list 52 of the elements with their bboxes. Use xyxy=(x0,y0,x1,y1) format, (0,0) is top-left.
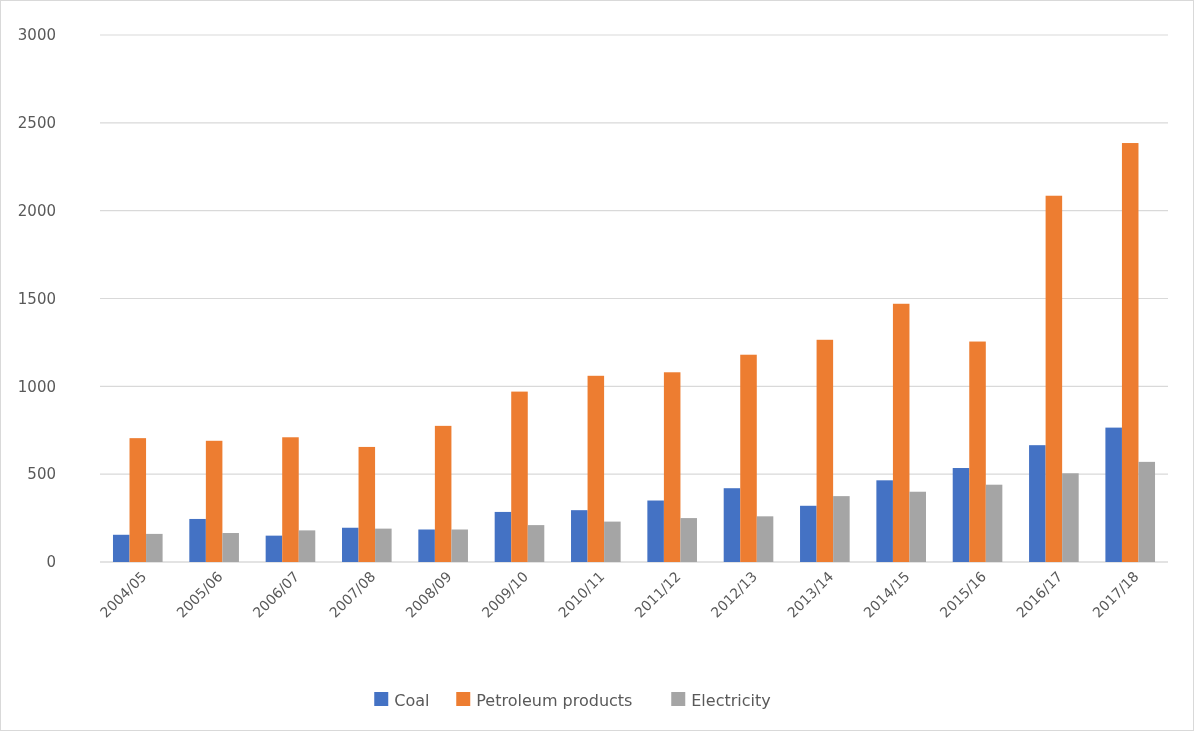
bar xyxy=(740,354,757,562)
legend-label: Coal xyxy=(394,690,430,710)
bar xyxy=(358,446,376,562)
y-tick-label: 2500 xyxy=(17,114,56,133)
y-tick-label: 2000 xyxy=(17,201,56,220)
y-tick-label: 1000 xyxy=(17,377,56,396)
bar xyxy=(342,527,359,562)
bar xyxy=(129,438,147,562)
bar xyxy=(1138,461,1156,562)
y-tick-label: 0 xyxy=(46,553,56,572)
bar xyxy=(222,533,239,562)
bar xyxy=(833,496,850,562)
bar xyxy=(418,529,435,562)
bar xyxy=(892,303,910,562)
bar xyxy=(434,425,452,562)
bar xyxy=(1121,143,1139,562)
bar xyxy=(969,341,986,562)
bar xyxy=(282,437,299,562)
bar xyxy=(205,440,223,562)
bar xyxy=(298,530,316,562)
bar xyxy=(680,518,697,562)
bar xyxy=(663,372,681,562)
bar xyxy=(985,484,1003,562)
legend-label: Petroleum products xyxy=(476,690,633,710)
bar xyxy=(1105,427,1122,562)
bar xyxy=(494,511,512,562)
bar xyxy=(587,375,605,562)
bar xyxy=(816,339,834,562)
bar xyxy=(952,468,970,562)
legend-label: Electricity xyxy=(691,690,771,710)
bar xyxy=(647,500,664,562)
y-tick-label: 500 xyxy=(27,465,56,484)
bar xyxy=(876,480,893,562)
bar xyxy=(112,534,130,562)
bar xyxy=(189,518,206,562)
y-tick-label: 3000 xyxy=(17,26,56,45)
bar xyxy=(451,529,468,562)
bar xyxy=(800,505,817,562)
bar xyxy=(1045,195,1063,562)
bar xyxy=(909,491,926,562)
bar xyxy=(571,510,588,562)
bar xyxy=(375,528,392,562)
bar xyxy=(265,535,283,562)
bar xyxy=(527,525,545,562)
bar xyxy=(604,521,621,562)
y-tick-label: 1500 xyxy=(17,289,56,308)
bar xyxy=(1062,473,1079,562)
bar xyxy=(756,516,774,562)
bar xyxy=(723,488,741,562)
bar xyxy=(1029,445,1046,562)
bar xyxy=(146,533,163,562)
bar xyxy=(511,391,528,562)
